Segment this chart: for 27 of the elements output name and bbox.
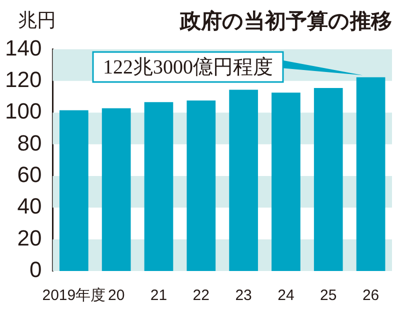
bar — [272, 92, 300, 271]
bar — [144, 102, 174, 271]
bar — [186, 100, 216, 271]
bar — [314, 88, 343, 271]
y-tick-label: 0 — [29, 257, 42, 282]
x-tick-label: 26 — [362, 287, 380, 304]
y-tick-label: 100 — [4, 98, 42, 124]
y-tick-label: 80 — [17, 130, 42, 156]
x-tick-label: 25 — [320, 287, 337, 304]
y-tick-label: 40 — [17, 194, 42, 219]
chart-title: 政府の当初予算の推移 — [179, 9, 392, 34]
bar — [356, 77, 386, 271]
x-tick-label: 20 — [108, 287, 125, 304]
bar — [229, 90, 258, 271]
y-tick-label: 140 — [4, 35, 42, 60]
y-tick-label: 60 — [17, 162, 42, 188]
bar — [102, 108, 131, 271]
y-tick-label: 120 — [4, 66, 42, 92]
annotation: 122兆3000億円程度 — [103, 56, 273, 78]
x-tick-label: 23 — [235, 287, 252, 304]
bar — [59, 110, 88, 271]
x-tick-label: 21 — [150, 287, 168, 304]
y-tick-label: 20 — [17, 225, 42, 250]
x-tick-label: 24 — [278, 287, 294, 304]
x-tick-label: 2019年度 — [42, 287, 106, 304]
y-axis-title: 兆円 — [18, 9, 56, 32]
x-tick-label: 22 — [192, 287, 210, 304]
